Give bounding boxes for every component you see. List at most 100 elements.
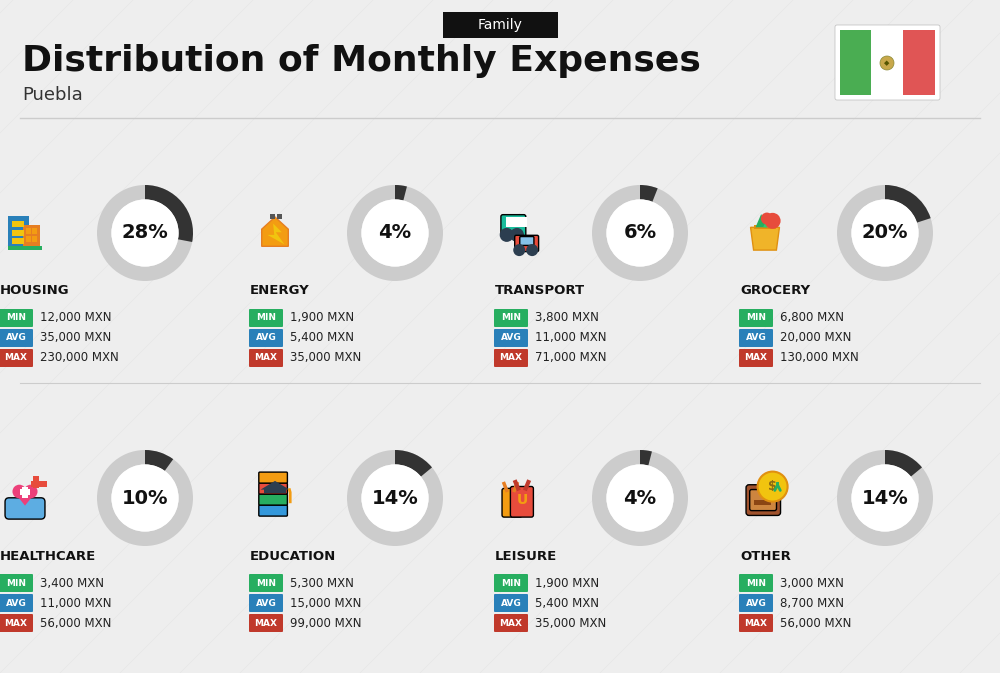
Text: 35,000 MXN: 35,000 MXN	[535, 616, 606, 629]
FancyBboxPatch shape	[494, 594, 528, 612]
Text: OTHER: OTHER	[740, 549, 791, 563]
Text: MIN: MIN	[501, 579, 521, 588]
Bar	[20, 489, 30, 495]
Text: MAX: MAX	[744, 353, 768, 363]
FancyBboxPatch shape	[0, 574, 33, 592]
Wedge shape	[347, 185, 443, 281]
Bar	[871, 30, 902, 95]
Text: 5,400 MXN: 5,400 MXN	[535, 596, 599, 610]
FancyBboxPatch shape	[259, 494, 287, 505]
Wedge shape	[592, 185, 688, 281]
Bar	[12, 221, 18, 227]
Bar	[518, 217, 527, 227]
FancyBboxPatch shape	[442, 12, 558, 38]
Text: EDUCATION: EDUCATION	[250, 549, 336, 563]
Bar	[754, 225, 776, 229]
Text: AVG: AVG	[256, 598, 276, 608]
Text: 99,000 MXN: 99,000 MXN	[290, 616, 362, 629]
FancyBboxPatch shape	[739, 614, 773, 632]
Wedge shape	[885, 450, 922, 476]
Wedge shape	[592, 450, 688, 546]
Bar	[32, 236, 37, 242]
Text: 130,000 MXN: 130,000 MXN	[780, 351, 859, 365]
FancyBboxPatch shape	[0, 349, 33, 367]
FancyBboxPatch shape	[249, 594, 283, 612]
Text: Family: Family	[478, 18, 522, 32]
Text: AVG: AVG	[746, 334, 766, 343]
Bar	[8, 246, 42, 250]
Text: 35,000 MXN: 35,000 MXN	[290, 351, 361, 365]
Text: 8,700 MXN: 8,700 MXN	[780, 596, 844, 610]
Text: 14%: 14%	[862, 489, 908, 507]
FancyBboxPatch shape	[494, 574, 528, 592]
Bar	[23, 225, 40, 250]
Wedge shape	[837, 185, 933, 281]
FancyBboxPatch shape	[835, 25, 940, 100]
Text: 12,000 MXN: 12,000 MXN	[40, 312, 112, 324]
FancyBboxPatch shape	[249, 309, 283, 327]
Text: MAX: MAX	[744, 618, 768, 627]
Text: AVG: AVG	[256, 334, 276, 343]
Circle shape	[526, 244, 538, 256]
FancyBboxPatch shape	[520, 237, 534, 246]
Text: AVG: AVG	[501, 334, 521, 343]
FancyBboxPatch shape	[494, 349, 528, 367]
Bar	[18, 238, 24, 244]
Text: 56,000 MXN: 56,000 MXN	[40, 616, 111, 629]
Text: MIN: MIN	[501, 314, 521, 322]
Wedge shape	[395, 185, 407, 201]
Wedge shape	[837, 450, 933, 546]
Bar	[12, 238, 18, 244]
Text: 28%: 28%	[122, 223, 168, 242]
Text: GROCERY: GROCERY	[740, 285, 810, 297]
Circle shape	[500, 228, 514, 242]
Text: MIN: MIN	[6, 314, 26, 322]
Text: 1,900 MXN: 1,900 MXN	[535, 577, 599, 590]
Bar	[12, 230, 18, 236]
Text: 3,800 MXN: 3,800 MXN	[535, 312, 599, 324]
Text: 6%: 6%	[623, 223, 657, 242]
FancyBboxPatch shape	[5, 498, 45, 519]
Wedge shape	[395, 450, 432, 476]
Text: 35,000 MXN: 35,000 MXN	[40, 332, 111, 345]
Bar	[840, 30, 871, 95]
Circle shape	[851, 464, 919, 532]
FancyBboxPatch shape	[494, 309, 528, 327]
Text: 71,000 MXN: 71,000 MXN	[535, 351, 606, 365]
Text: 11,000 MXN: 11,000 MXN	[40, 596, 112, 610]
Text: 230,000 MXN: 230,000 MXN	[40, 351, 119, 365]
FancyBboxPatch shape	[249, 614, 283, 632]
Circle shape	[361, 199, 429, 267]
Text: 10%: 10%	[122, 489, 168, 507]
Bar	[33, 476, 39, 488]
FancyBboxPatch shape	[494, 614, 528, 632]
Circle shape	[606, 464, 674, 532]
Text: ◆: ◆	[884, 60, 890, 66]
Text: MIN: MIN	[746, 314, 766, 322]
Text: HEALTHCARE: HEALTHCARE	[0, 549, 96, 563]
Wedge shape	[640, 450, 652, 466]
Text: 3,400 MXN: 3,400 MXN	[40, 577, 104, 590]
Wedge shape	[347, 450, 443, 546]
FancyBboxPatch shape	[750, 489, 776, 511]
FancyBboxPatch shape	[746, 485, 781, 516]
FancyBboxPatch shape	[249, 574, 283, 592]
FancyBboxPatch shape	[739, 349, 773, 367]
FancyBboxPatch shape	[0, 329, 33, 347]
FancyBboxPatch shape	[259, 483, 287, 494]
FancyBboxPatch shape	[502, 489, 522, 517]
Bar	[506, 217, 515, 227]
Text: ENERGY: ENERGY	[250, 285, 310, 297]
Text: Puebla: Puebla	[22, 86, 83, 104]
Text: 4%: 4%	[623, 489, 657, 507]
Circle shape	[761, 213, 773, 225]
Circle shape	[24, 485, 38, 499]
Circle shape	[606, 199, 674, 267]
FancyBboxPatch shape	[249, 349, 283, 367]
Circle shape	[111, 199, 179, 267]
Text: 1,900 MXN: 1,900 MXN	[290, 312, 354, 324]
Text: 5,400 MXN: 5,400 MXN	[290, 332, 354, 345]
FancyBboxPatch shape	[739, 309, 773, 327]
Bar	[270, 213, 275, 219]
Text: 20,000 MXN: 20,000 MXN	[780, 332, 851, 345]
